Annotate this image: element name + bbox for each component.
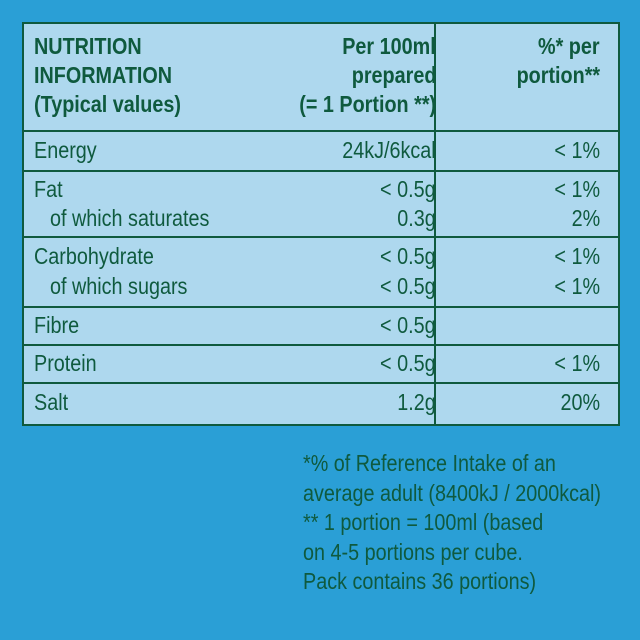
row-sub-label: of which sugars — [50, 273, 188, 299]
footnote-line: ** 1 portion = 100ml (based — [303, 509, 544, 535]
row-sub-per100: 0.3g — [397, 205, 436, 231]
table-row: Carbohydrate < 0.5g < 1% of which sugars… — [24, 236, 618, 306]
header-per100-line3: (= 1 Portion **) — [299, 91, 436, 117]
header-label-line1: NUTRITION — [34, 33, 142, 59]
row-pct: < 1% — [554, 137, 600, 163]
table-row: Salt 1.2g 20% — [24, 382, 618, 426]
table-row: Energy 24kJ/6kcal < 1% — [24, 130, 618, 170]
header-per100-line1: Per 100ml — [342, 33, 436, 59]
footnote: *% of Reference Intake of an average adu… — [303, 449, 601, 597]
header-pct-line2: portion** — [516, 62, 600, 88]
row-pct: 20% — [560, 389, 600, 415]
row-pct: < 1% — [554, 243, 600, 269]
row-label: Energy — [34, 137, 97, 163]
footnote-line: average adult (8400kJ / 2000kcal) — [303, 479, 601, 506]
footnote-line: *% of Reference Intake of an — [303, 450, 556, 476]
row-per100: < 0.5g — [380, 312, 436, 338]
column-divider — [434, 24, 436, 424]
table-row: Protein < 0.5g < 1% — [24, 344, 618, 382]
row-sub-label: of which saturates — [50, 205, 210, 231]
row-pct: < 1% — [554, 176, 600, 202]
header-label-line3: (Typical values) — [34, 91, 181, 117]
row-sub-per100: < 0.5g — [380, 273, 436, 299]
row-label: Carbohydrate — [34, 243, 154, 269]
row-sub-pct: < 1% — [554, 273, 600, 299]
row-label: Protein — [34, 350, 97, 376]
table-row: Fat < 0.5g < 1% of which saturates 0.3g … — [24, 170, 618, 236]
row-per100: 24kJ/6kcal — [342, 137, 436, 163]
footnote-line: on 4-5 portions per cube. — [303, 538, 523, 565]
row-sub-pct: 2% — [571, 205, 600, 231]
row-pct: < 1% — [554, 350, 600, 376]
row-per100: < 0.5g — [380, 350, 436, 376]
row-per100: < 0.5g — [380, 176, 436, 202]
table-row: Fibre < 0.5g — [24, 306, 618, 344]
row-label: Fibre — [34, 312, 80, 338]
nutrition-table: NUTRITION INFORMATION (Typical values) P… — [22, 22, 620, 426]
row-label: Fat — [34, 176, 63, 202]
header-per100-line2: prepared — [351, 62, 436, 88]
row-per100: < 0.5g — [380, 243, 436, 269]
footnote-line: Pack contains 36 portions) — [303, 568, 537, 594]
header-label-line2: INFORMATION — [34, 62, 173, 88]
row-label: Salt — [34, 389, 69, 415]
row-per100: 1.2g — [397, 389, 436, 415]
header-pct-line1: %* per — [538, 33, 600, 59]
